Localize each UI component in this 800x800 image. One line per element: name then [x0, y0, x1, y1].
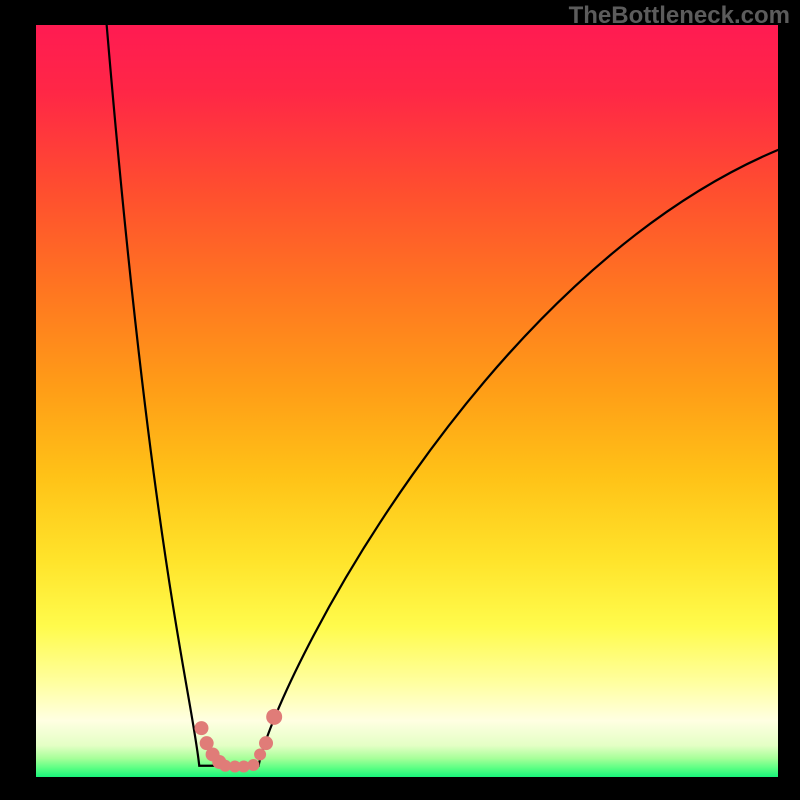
marker-left-0	[194, 721, 208, 735]
watermark-text: TheBottleneck.com	[569, 2, 790, 30]
gradient-background	[36, 25, 778, 777]
marker-right-2	[266, 709, 282, 725]
marker-bottom-3	[247, 759, 259, 771]
marker-right-1	[259, 736, 273, 750]
marker-right-0	[254, 748, 266, 760]
plot-area	[36, 25, 778, 777]
chart-svg	[36, 25, 778, 777]
